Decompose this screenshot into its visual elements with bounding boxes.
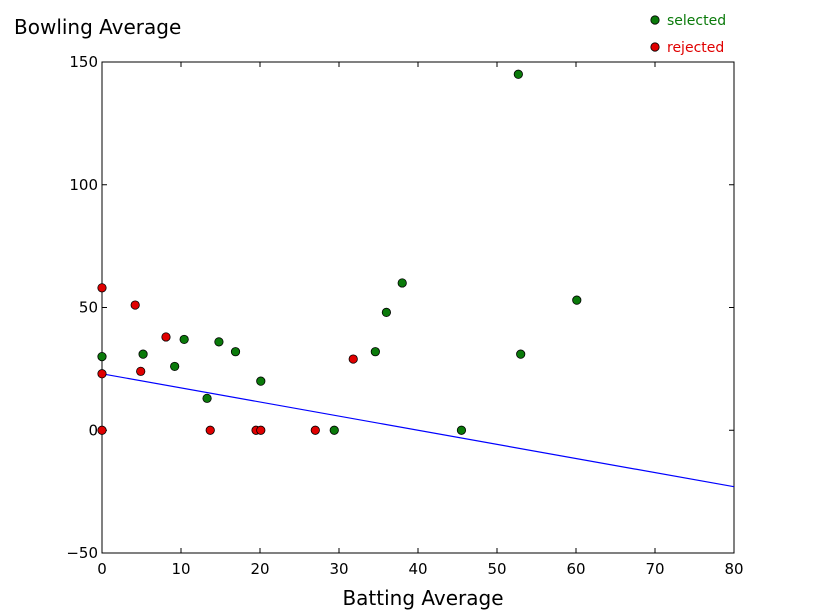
- x-tick-label: 30: [329, 560, 348, 578]
- y-axis-label: Bowling Average: [14, 15, 181, 39]
- data-point-rejected: [161, 332, 171, 342]
- legend-marker-rejected: [650, 42, 660, 52]
- data-point-selected: [397, 278, 407, 288]
- data-point-selected: [214, 337, 224, 347]
- data-point-selected: [513, 69, 523, 79]
- x-tick-label: 20: [250, 560, 269, 578]
- data-point-selected: [329, 425, 339, 435]
- data-point-selected: [170, 361, 180, 372]
- data-point-selected: [138, 349, 148, 359]
- y-axis: −50 0 50 100 150: [66, 53, 734, 562]
- data-point-rejected: [310, 425, 320, 435]
- data-points: [97, 69, 582, 435]
- legend: selected rejected: [650, 13, 726, 56]
- x-tick-label: 60: [566, 560, 585, 578]
- data-point-selected: [202, 393, 212, 403]
- data-point-selected: [516, 349, 526, 359]
- x-axis: 0 10 20 30 40 50 60 70 80: [97, 62, 744, 578]
- data-point-rejected: [256, 425, 266, 435]
- data-point-selected: [456, 425, 467, 435]
- data-point-rejected: [136, 366, 146, 376]
- x-tick-label: 70: [645, 560, 664, 578]
- x-tick-label: 50: [487, 560, 506, 578]
- fit-line: [102, 373, 734, 488]
- legend-marker-selected: [650, 15, 660, 25]
- data-point-selected: [179, 334, 189, 345]
- data-point-selected: [381, 307, 391, 318]
- y-tick-label: 100: [69, 176, 98, 194]
- data-point-rejected: [97, 283, 107, 293]
- data-point-rejected: [130, 300, 140, 310]
- data-point-rejected: [97, 425, 107, 435]
- y-tick-label: −50: [66, 544, 98, 562]
- y-tick-label: 50: [79, 299, 98, 317]
- data-point-selected: [230, 347, 241, 357]
- x-tick-label: 0: [97, 560, 107, 578]
- data-point-selected: [97, 351, 107, 362]
- legend-label-selected: selected: [667, 13, 726, 29]
- y-tick-label: 0: [88, 421, 98, 439]
- x-axis-label: Batting Average: [342, 586, 503, 610]
- legend-label-rejected: rejected: [667, 40, 724, 56]
- plot-area-frame: [101, 61, 735, 554]
- x-tick-label: 10: [171, 560, 190, 578]
- data-point-rejected: [97, 369, 107, 379]
- data-point-selected: [572, 295, 582, 305]
- data-point-rejected: [205, 425, 215, 435]
- y-tick-label: 150: [69, 53, 98, 71]
- trend-lines: [102, 373, 734, 488]
- data-point-selected: [256, 376, 266, 386]
- x-tick-label: 80: [724, 560, 743, 578]
- data-point-rejected: [348, 354, 358, 364]
- x-tick-label: 40: [408, 560, 427, 578]
- data-point-selected: [370, 347, 380, 357]
